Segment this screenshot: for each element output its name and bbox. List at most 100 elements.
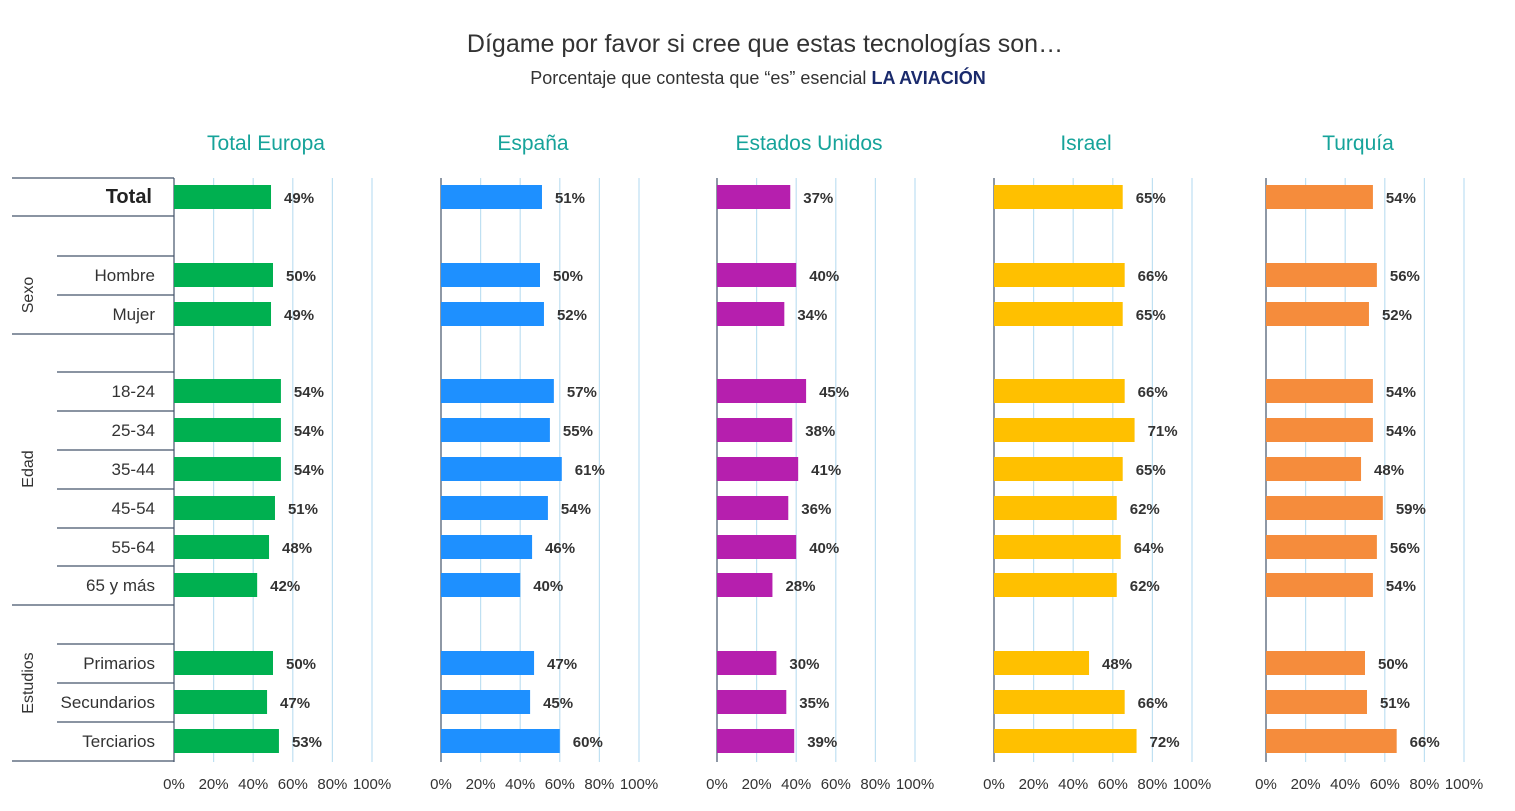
bar bbox=[717, 690, 787, 714]
group-label: Estudios bbox=[20, 652, 37, 713]
row-label: 18-24 bbox=[112, 382, 155, 401]
data-label: 54% bbox=[1386, 190, 1416, 207]
bar bbox=[994, 418, 1135, 442]
data-label: 54% bbox=[561, 501, 591, 518]
bar bbox=[441, 573, 521, 597]
data-label: 45% bbox=[819, 384, 849, 401]
tick-label: 100% bbox=[1173, 776, 1211, 793]
data-label: 48% bbox=[1102, 656, 1132, 673]
data-label: 51% bbox=[1380, 695, 1410, 712]
bar bbox=[441, 185, 542, 209]
bar bbox=[1266, 418, 1373, 442]
bar bbox=[174, 651, 273, 675]
data-label: 66% bbox=[1138, 695, 1168, 712]
data-label: 64% bbox=[1134, 540, 1164, 557]
data-label: 54% bbox=[1386, 423, 1416, 440]
chart-panels: Total Europa 0% 20% 40% 60% 80% 100% 49% 50% 49% 5… bbox=[163, 132, 1483, 793]
bar bbox=[174, 418, 281, 442]
bar bbox=[717, 729, 795, 753]
bar bbox=[174, 302, 272, 326]
bar bbox=[717, 535, 797, 559]
bar bbox=[174, 573, 258, 597]
data-label: 51% bbox=[288, 501, 318, 518]
data-label: 50% bbox=[1378, 656, 1408, 673]
bar bbox=[441, 651, 535, 675]
bar bbox=[174, 185, 272, 209]
chart-title: Dígame por favor si cree que estas tecno… bbox=[467, 30, 1063, 58]
subtitle-emphasis: LA AVIACIÓN bbox=[871, 67, 985, 88]
row-label: Primarios bbox=[83, 654, 155, 673]
data-label: 50% bbox=[286, 656, 316, 673]
bar bbox=[1266, 457, 1362, 481]
bar bbox=[1266, 263, 1377, 287]
row-labels-area: Total Hombre Mujer 18-24 25-34 35-44 45-54 55-6… bbox=[12, 177, 174, 762]
panel-turquia: Turquía 0% 20% 40% 60% 80% 100% 54% 56% 52% 54% 54%… bbox=[1255, 132, 1483, 793]
data-label: 28% bbox=[785, 578, 815, 595]
bar bbox=[174, 263, 273, 287]
bar bbox=[1266, 302, 1369, 326]
bar bbox=[441, 379, 554, 403]
bar bbox=[441, 535, 533, 559]
bar bbox=[994, 496, 1117, 520]
data-label: 36% bbox=[801, 501, 831, 518]
tick-label: 80% bbox=[860, 776, 890, 793]
tick-label: 40% bbox=[238, 776, 268, 793]
data-label: 60% bbox=[573, 734, 603, 751]
tick-label: 100% bbox=[896, 776, 934, 793]
data-label: 48% bbox=[282, 540, 312, 557]
data-label: 54% bbox=[294, 423, 324, 440]
data-label: 55% bbox=[563, 423, 593, 440]
tick-label: 0% bbox=[1255, 776, 1277, 793]
panel-espana: España 0% 20% 40% 60% 80% 100% 51% 50% 52% 57% 55% 6… bbox=[430, 132, 658, 793]
panel-title: Total Europa bbox=[207, 132, 325, 155]
data-label: 41% bbox=[811, 462, 841, 479]
data-label: 52% bbox=[557, 307, 587, 324]
row-label: Total bbox=[106, 186, 152, 208]
bar bbox=[1266, 535, 1377, 559]
bar bbox=[717, 496, 789, 520]
tick-label: 80% bbox=[1137, 776, 1167, 793]
data-label: 62% bbox=[1130, 501, 1160, 518]
data-label: 62% bbox=[1130, 578, 1160, 595]
bar bbox=[441, 496, 548, 520]
data-label: 56% bbox=[1390, 268, 1420, 285]
data-label: 54% bbox=[1386, 578, 1416, 595]
tick-label: 20% bbox=[1291, 776, 1321, 793]
data-label: 49% bbox=[284, 307, 314, 324]
data-label: 65% bbox=[1136, 190, 1166, 207]
bar bbox=[717, 573, 773, 597]
tick-label: 80% bbox=[1409, 776, 1439, 793]
row-label: 55-64 bbox=[112, 538, 155, 557]
bar bbox=[441, 418, 550, 442]
data-label: 50% bbox=[553, 268, 583, 285]
data-label: 47% bbox=[280, 695, 310, 712]
row-label: 45-54 bbox=[112, 499, 155, 518]
tick-label: 40% bbox=[1330, 776, 1360, 793]
data-label: 52% bbox=[1382, 307, 1412, 324]
row-label: 65 y más bbox=[86, 576, 155, 595]
data-label: 47% bbox=[547, 656, 577, 673]
row-label: Mujer bbox=[112, 305, 155, 324]
row-label: Terciarios bbox=[82, 732, 155, 751]
data-label: 57% bbox=[567, 384, 597, 401]
tick-label: 0% bbox=[983, 776, 1005, 793]
data-label: 65% bbox=[1136, 307, 1166, 324]
bar bbox=[174, 379, 281, 403]
group-label: Edad bbox=[20, 450, 37, 487]
bar bbox=[1266, 496, 1383, 520]
bar bbox=[994, 263, 1125, 287]
tick-label: 40% bbox=[1058, 776, 1088, 793]
bar bbox=[441, 263, 540, 287]
data-label: 66% bbox=[1410, 734, 1440, 751]
data-label: 56% bbox=[1390, 540, 1420, 557]
tick-label: 60% bbox=[545, 776, 575, 793]
data-label: 72% bbox=[1150, 734, 1180, 751]
tick-label: 20% bbox=[1019, 776, 1049, 793]
tick-label: 80% bbox=[584, 776, 614, 793]
chart-subtitle: Porcentaje que contesta que “es” esencia… bbox=[530, 67, 986, 88]
data-label: 66% bbox=[1138, 384, 1168, 401]
data-label: 38% bbox=[805, 423, 835, 440]
panel-israel: Israel 0% 20% 40% 60% 80% 100% 65% 66% 65% 66% 71% 6… bbox=[983, 132, 1211, 793]
tick-label: 20% bbox=[466, 776, 496, 793]
data-label: 65% bbox=[1136, 462, 1166, 479]
